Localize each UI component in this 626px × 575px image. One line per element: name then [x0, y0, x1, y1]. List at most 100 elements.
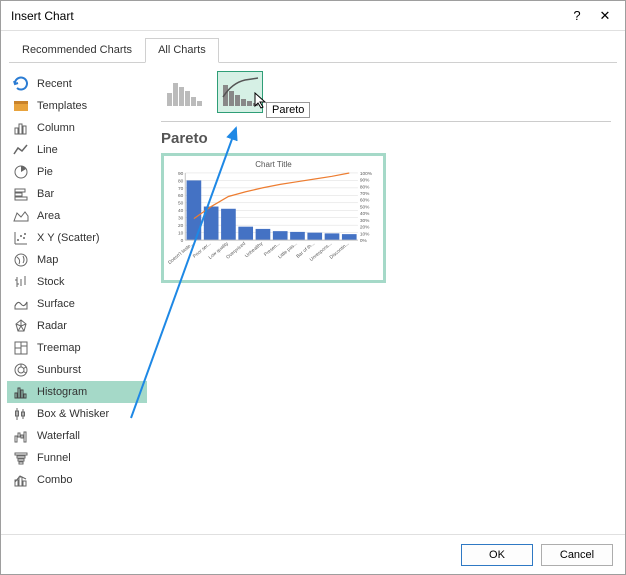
- line-icon: [13, 142, 29, 158]
- svg-text:100%: 100%: [360, 171, 373, 177]
- dialog-body: Recent Templates Column Line Pie Bar: [1, 63, 625, 534]
- tab-recommended-charts[interactable]: Recommended Charts: [9, 38, 145, 63]
- pareto-subtype-icon: [220, 75, 260, 109]
- svg-text:Overpriced: Overpriced: [225, 241, 247, 261]
- cat-pie[interactable]: Pie: [7, 161, 147, 183]
- tab-strip: Recommended Charts All Charts: [9, 37, 617, 63]
- help-button[interactable]: ?: [563, 5, 591, 27]
- waterfall-icon: [13, 428, 29, 444]
- svg-text:20: 20: [178, 223, 184, 229]
- category-sidebar: Recent Templates Column Line Pie Bar: [1, 63, 151, 534]
- cat-label: Surface: [37, 298, 75, 310]
- dialog-title: Insert Chart: [11, 9, 563, 23]
- svg-text:70: 70: [178, 186, 184, 192]
- cat-column[interactable]: Column: [7, 117, 147, 139]
- cat-label: Treemap: [37, 342, 81, 354]
- svg-text:40%: 40%: [360, 211, 370, 217]
- cat-label: Stock: [37, 276, 65, 288]
- cat-area[interactable]: Area: [7, 205, 147, 227]
- cat-label: Box & Whisker: [37, 408, 109, 420]
- subtype-row: Pareto: [161, 71, 611, 122]
- cat-box-whisker[interactable]: Box & Whisker: [7, 403, 147, 425]
- cat-label: Area: [37, 210, 60, 222]
- section-title: Pareto: [161, 130, 611, 147]
- cat-radar[interactable]: Radar: [7, 315, 147, 337]
- svg-text:30: 30: [178, 216, 184, 222]
- svg-text:0%: 0%: [360, 238, 368, 244]
- bar-icon: [13, 186, 29, 202]
- cat-combo[interactable]: Combo: [7, 469, 147, 491]
- svg-text:90: 90: [178, 171, 184, 177]
- close-button[interactable]: ✕: [591, 5, 619, 27]
- svg-text:60: 60: [178, 193, 184, 199]
- svg-text:0: 0: [181, 238, 184, 244]
- cat-label: Line: [37, 144, 58, 156]
- box-whisker-icon: [13, 406, 29, 422]
- cat-bar[interactable]: Bar: [7, 183, 147, 205]
- cat-scatter[interactable]: X Y (Scatter): [7, 227, 147, 249]
- map-icon: [13, 252, 29, 268]
- funnel-icon: [13, 450, 29, 466]
- surface-icon: [13, 296, 29, 312]
- subtype-tooltip: Pareto: [266, 102, 310, 118]
- svg-text:50: 50: [178, 201, 184, 207]
- tab-all-charts[interactable]: All Charts: [145, 38, 219, 63]
- radar-icon: [13, 318, 29, 334]
- cat-label: Funnel: [37, 452, 71, 464]
- cat-label: Sunburst: [37, 364, 81, 376]
- cat-templates[interactable]: Templates: [7, 95, 147, 117]
- content-pane: Pareto Pareto Chart Title 01020304050607…: [151, 63, 625, 534]
- cat-label: Column: [37, 122, 75, 134]
- histogram-subtype-icon: [164, 75, 204, 109]
- svg-text:20%: 20%: [360, 225, 370, 231]
- templates-icon: [13, 98, 29, 114]
- cat-label: X Y (Scatter): [37, 232, 100, 244]
- svg-text:80: 80: [178, 178, 184, 184]
- area-icon: [13, 208, 29, 224]
- chart-title: Chart Title: [168, 160, 379, 169]
- cat-label: Radar: [37, 320, 67, 332]
- combo-icon: [13, 472, 29, 488]
- recent-icon: [13, 76, 29, 92]
- pie-icon: [13, 164, 29, 180]
- svg-text:Unhealthy: Unhealthy: [244, 240, 265, 259]
- svg-text:Doesn't taste...: Doesn't taste...: [168, 241, 195, 266]
- cat-stock[interactable]: Stock: [7, 271, 147, 293]
- svg-text:80%: 80%: [360, 184, 370, 190]
- svg-text:10%: 10%: [360, 231, 370, 237]
- column-icon: [13, 120, 29, 136]
- cat-map[interactable]: Map: [7, 249, 147, 271]
- cat-label: Recent: [37, 78, 72, 90]
- subtype-pareto[interactable]: Pareto: [217, 71, 263, 113]
- svg-text:30%: 30%: [360, 218, 370, 224]
- cat-waterfall[interactable]: Waterfall: [7, 425, 147, 447]
- svg-text:90%: 90%: [360, 178, 370, 184]
- ok-button[interactable]: OK: [461, 544, 533, 566]
- subtype-histogram[interactable]: [161, 71, 207, 113]
- cat-label: Combo: [37, 474, 72, 486]
- sunburst-icon: [13, 362, 29, 378]
- cat-label: Histogram: [37, 386, 87, 398]
- svg-text:50%: 50%: [360, 204, 370, 210]
- titlebar: Insert Chart ? ✕: [1, 1, 625, 31]
- cat-label: Map: [37, 254, 58, 266]
- cancel-button[interactable]: Cancel: [541, 544, 613, 566]
- cat-surface[interactable]: Surface: [7, 293, 147, 315]
- cat-label: Templates: [37, 100, 87, 112]
- cat-histogram[interactable]: Histogram: [7, 381, 147, 403]
- cat-label: Pie: [37, 166, 53, 178]
- cat-line[interactable]: Line: [7, 139, 147, 161]
- svg-text:Little pas...: Little pas...: [277, 241, 299, 260]
- cat-recent[interactable]: Recent: [7, 73, 147, 95]
- cat-sunburst[interactable]: Sunburst: [7, 359, 147, 381]
- cat-treemap[interactable]: Treemap: [7, 337, 147, 359]
- cat-funnel[interactable]: Funnel: [7, 447, 147, 469]
- chart-preview[interactable]: Chart Title 01020304050607080900%10%20%3…: [161, 153, 386, 283]
- cat-label: Waterfall: [37, 430, 80, 442]
- treemap-icon: [13, 340, 29, 356]
- scatter-icon: [13, 230, 29, 246]
- svg-text:60%: 60%: [360, 198, 370, 204]
- svg-text:70%: 70%: [360, 191, 370, 197]
- cat-label: Bar: [37, 188, 54, 200]
- stock-icon: [13, 274, 29, 290]
